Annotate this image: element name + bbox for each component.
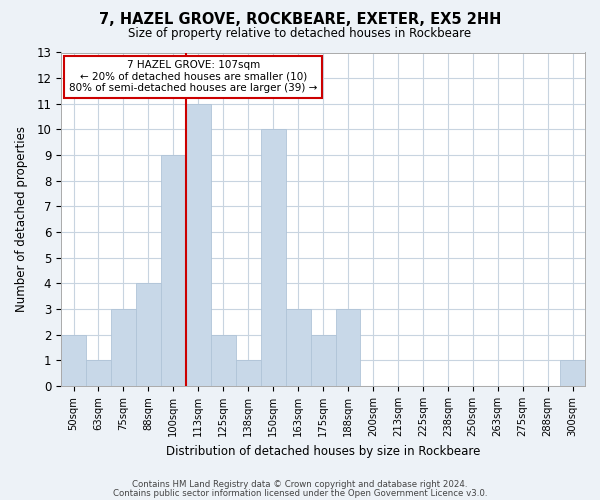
Bar [61,335,86,386]
X-axis label: Distribution of detached houses by size in Rockbeare: Distribution of detached houses by size … [166,444,480,458]
Bar [311,335,335,386]
Text: Contains HM Land Registry data © Crown copyright and database right 2024.: Contains HM Land Registry data © Crown c… [132,480,468,489]
Bar [111,309,136,386]
Text: Contains public sector information licensed under the Open Government Licence v3: Contains public sector information licen… [113,488,487,498]
Bar [86,360,111,386]
Bar [161,155,186,386]
Bar [136,284,161,386]
Text: 7 HAZEL GROVE: 107sqm
← 20% of detached houses are smaller (10)
80% of semi-deta: 7 HAZEL GROVE: 107sqm ← 20% of detached … [69,60,317,94]
Bar [211,335,236,386]
Bar [286,309,311,386]
Text: Size of property relative to detached houses in Rockbeare: Size of property relative to detached ho… [128,28,472,40]
Bar [236,360,260,386]
Text: 7, HAZEL GROVE, ROCKBEARE, EXETER, EX5 2HH: 7, HAZEL GROVE, ROCKBEARE, EXETER, EX5 2… [99,12,501,28]
Bar [560,360,585,386]
Y-axis label: Number of detached properties: Number of detached properties [15,126,28,312]
Bar [335,309,361,386]
Bar [186,104,211,386]
Bar [260,130,286,386]
